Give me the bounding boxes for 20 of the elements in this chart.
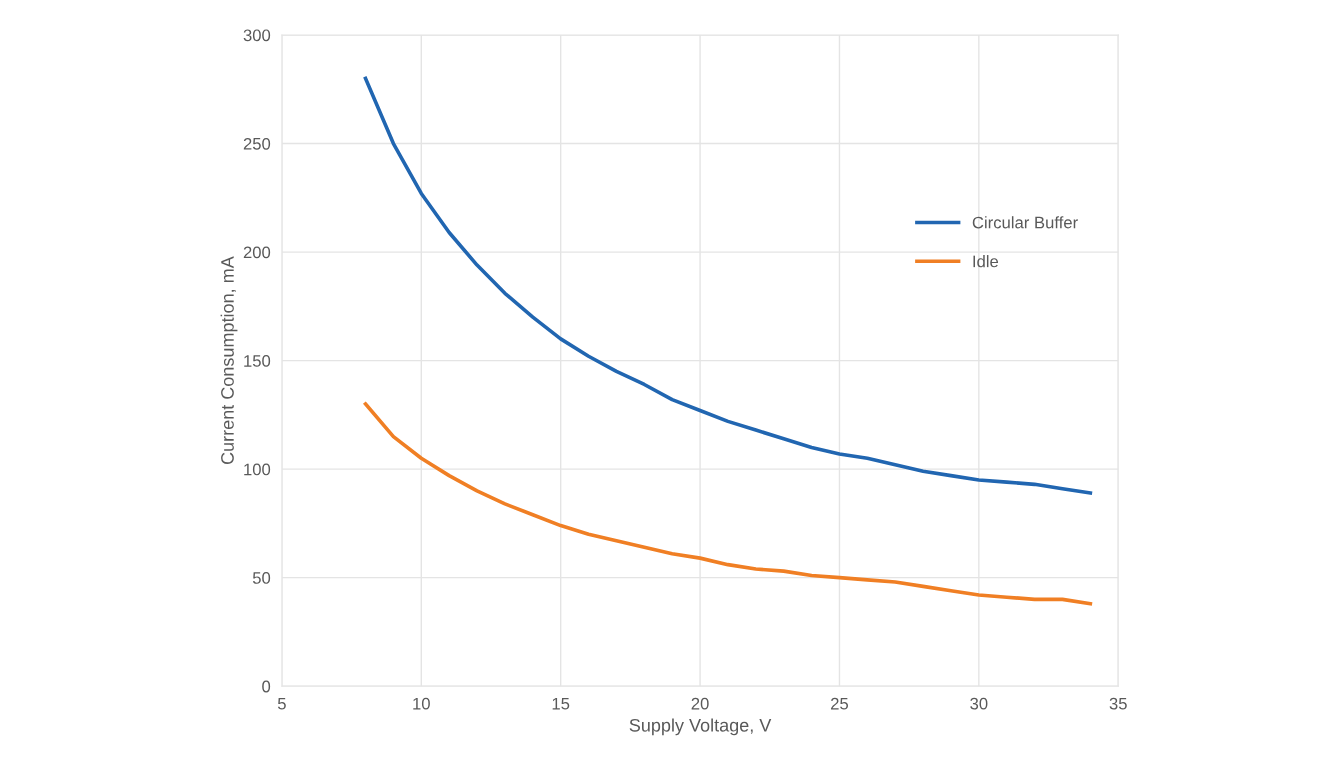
y-tick-label: 100 — [244, 463, 271, 476]
line-series — [363, 76, 1093, 495]
legend-label: Idle — [973, 255, 999, 268]
y-tick-label: 200 — [243, 246, 271, 259]
x-tick-label: 20 — [691, 697, 709, 710]
y-tick-label: 300 — [243, 29, 271, 42]
x-tick-label: 10 — [413, 697, 430, 710]
x-tick-label: 25 — [831, 697, 849, 710]
x-axis-title: Supply Voltage, V — [629, 718, 772, 736]
line-series — [363, 402, 1093, 606]
y-tick-label: 50 — [252, 572, 271, 584]
y-axis-title: Current Consumption, mA — [220, 256, 238, 465]
legend-label: Circular Buffer — [972, 216, 1078, 229]
x-tick-label: 35 — [1109, 697, 1127, 710]
x-tick-label: 30 — [970, 697, 988, 710]
x-tick-label: 15 — [552, 697, 570, 710]
y-tick-label: 0 — [262, 680, 271, 693]
x-tick-label: 5 — [277, 697, 286, 710]
y-tick-label: 150 — [244, 355, 271, 367]
y-tick-label: 250 — [243, 137, 271, 150]
